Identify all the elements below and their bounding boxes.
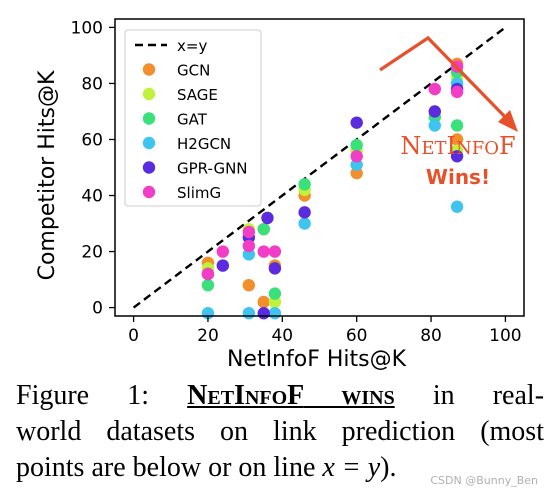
- point-gpr-gnn-5: [268, 262, 282, 275]
- point-gat-3: [268, 287, 282, 300]
- point-gat-5: [350, 138, 363, 152]
- point-slimg-5: [268, 245, 282, 258]
- legend-label-slimg: SlimG: [177, 184, 221, 202]
- x-tick-label-20: 20: [197, 326, 219, 346]
- legend-swatch-slimg: [142, 185, 156, 199]
- point-gpr-gnn-3: [257, 306, 270, 320]
- point-slimg-1: [216, 245, 230, 258]
- legend-swatch-sage: [142, 87, 156, 101]
- point-gpr-gnn-1: [216, 259, 230, 272]
- annotation-subtitle: Wins!: [426, 165, 490, 189]
- point-slimg-2: [242, 225, 256, 239]
- scatter-chart: 0 20 40 60 80 100 0 20 40 60 80 100 NetInfoF Hits@K C…: [35, 18, 525, 370]
- point-gat-4: [298, 178, 311, 191]
- legend-label-gcn: GCN: [177, 62, 210, 80]
- caption-math: x = y: [322, 452, 381, 483]
- x-tick-label-60: 60: [346, 326, 368, 346]
- point-gpr-gnn-4: [261, 211, 274, 225]
- y-tick-label-80: 80: [81, 74, 103, 94]
- annotation-title: NETINFOF: [400, 132, 515, 160]
- legend-swatch-gcn: [142, 63, 156, 76]
- point-h2gcn-7: [450, 200, 464, 213]
- point-gpr-gnn-6: [298, 206, 311, 219]
- caption-line-1: Figure 1: NetInfoF wins in real-: [16, 378, 544, 414]
- legend-label-h2gcn: H2GCN: [177, 135, 231, 153]
- caption-line-1-rest: in real-: [432, 380, 545, 411]
- legend-swatch-gat: [142, 112, 156, 125]
- point-gcn-8: [450, 133, 464, 146]
- point-h2gcn-6: [428, 119, 441, 132]
- annotation-arrow-line: [379, 35, 514, 126]
- legend-swatch-h2gcn: [142, 136, 156, 150]
- point-gcn-2: [257, 295, 270, 309]
- legend-label-gpr-gnn: GPR-GNN: [177, 160, 248, 178]
- caption-line-3: points are below or on line x = y).: [16, 452, 397, 483]
- point-h2gcn-1: [242, 306, 256, 320]
- point-gcn-1: [242, 278, 256, 292]
- legend-swatch-gpr-gnn: [142, 161, 156, 174]
- point-gpr-gnn-7: [350, 116, 363, 129]
- point-h2gcn-4: [298, 217, 311, 230]
- point-h2gcn-3: [268, 306, 282, 320]
- y-tick-label-40: 40: [81, 187, 103, 207]
- x-tick-label-0: 0: [128, 326, 139, 346]
- point-gpr-gnn-8: [428, 105, 441, 118]
- point-slimg-0: [201, 267, 215, 281]
- point-slimg-3: [242, 239, 256, 253]
- y-tick-label-20: 20: [81, 243, 103, 263]
- caption-figure-label: Figure 1:: [16, 380, 150, 411]
- y-tick-label-100: 100: [71, 18, 103, 38]
- y-axis-label: Competitor Hits@K: [35, 70, 60, 280]
- x-axis-label: NetInfoF Hits@K: [227, 347, 407, 370]
- point-slimg-8: [450, 85, 464, 99]
- y-tick-label-60: 60: [81, 130, 103, 150]
- point-slimg-6: [350, 150, 363, 163]
- point-slimg-4: [257, 245, 270, 258]
- point-gat-0: [201, 278, 215, 292]
- plot-area: 0 20 40 60 80 100 0 20 40 60 80 100 NetInfoF Hits@K C…: [35, 18, 525, 370]
- x-tick-label-80: 80: [420, 326, 442, 346]
- legend-label-gat: GAT: [177, 111, 208, 129]
- watermark: CSDN @Bunny_Ben: [430, 474, 538, 487]
- x-tick-label-40: 40: [271, 326, 293, 346]
- plot-frame: [114, 18, 525, 317]
- point-gpr-gnn-9: [450, 150, 464, 163]
- figure-caption: Figure 1: NetInfoF wins in real- world d…: [16, 378, 544, 486]
- caption-line-2: world datasets on link prediction (most: [16, 416, 544, 447]
- annotation-arrow-head: [498, 110, 518, 132]
- point-gat-7: [450, 119, 464, 132]
- y-tick-label-0: 0: [92, 299, 103, 319]
- legend-label-sage: SAGE: [177, 86, 218, 104]
- point-gat-2: [257, 222, 270, 236]
- legend-label-reference: x=y: [177, 37, 207, 55]
- caption-method-name: NetInfoF wins: [187, 380, 395, 411]
- point-slimg-7: [428, 82, 441, 96]
- legend-box: [124, 29, 262, 207]
- x-tick-label-100: 100: [489, 326, 521, 346]
